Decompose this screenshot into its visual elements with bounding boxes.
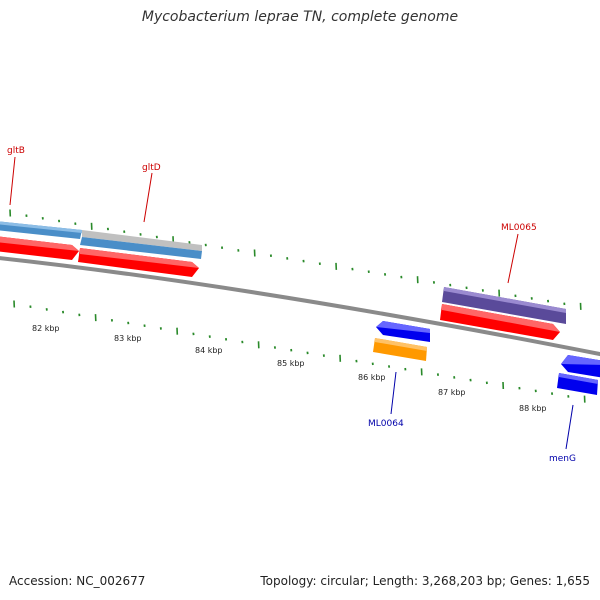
leader-gltB — [9, 156, 16, 206]
scale-label-83kbp: 83 kbp — [114, 334, 142, 343]
leader-ML0064 — [390, 371, 397, 415]
gene-label-ML0065[interactable]: ML0065 — [501, 223, 537, 233]
scale-label-88kbp: 88 kbp — [519, 404, 547, 413]
scale-label-86kbp: 86 kbp — [358, 373, 386, 382]
leader-ML0065 — [507, 233, 519, 284]
gene-gltD-track[interactable] — [80, 230, 202, 259]
lower-tick-row — [13, 300, 586, 403]
genome-backbone — [0, 256, 600, 357]
gene-gltB-track[interactable] — [0, 221, 82, 239]
scale-label-84kbp: 84 kbp — [195, 346, 223, 355]
leader-menG — [565, 404, 574, 450]
gene-label-menG[interactable]: menG — [549, 454, 576, 464]
gene-ML0064-orange[interactable] — [373, 338, 427, 361]
topology-text: Topology: circular; Length: 3,268,203 bp… — [260, 574, 590, 588]
gene-menG-blue-2[interactable] — [557, 373, 598, 395]
map-title: Mycobacterium leprae TN, complete genome — [141, 9, 459, 25]
scale-label-87kbp: 87 kbp — [438, 388, 466, 397]
scale-label-82kbp: 82 kbp — [32, 324, 60, 333]
scale-label-85kbp: 85 kbp — [277, 359, 305, 368]
gene-label-gltB[interactable]: gltB — [7, 146, 25, 156]
gene-ML0064-blue[interactable] — [376, 321, 430, 342]
gene-ML0065-purple[interactable] — [442, 287, 566, 324]
accession-text: Accession: NC_002677 — [9, 574, 146, 588]
gene-red-2[interactable] — [78, 248, 199, 277]
gene-red-1[interactable] — [0, 236, 79, 260]
gene-red-3[interactable] — [440, 304, 560, 340]
leader-gltD — [143, 172, 153, 223]
gene-label-ML0064[interactable]: ML0064 — [368, 419, 404, 429]
gene-label-gltD[interactable]: gltD — [142, 163, 161, 173]
gene-menG-blue-1[interactable] — [561, 355, 600, 378]
